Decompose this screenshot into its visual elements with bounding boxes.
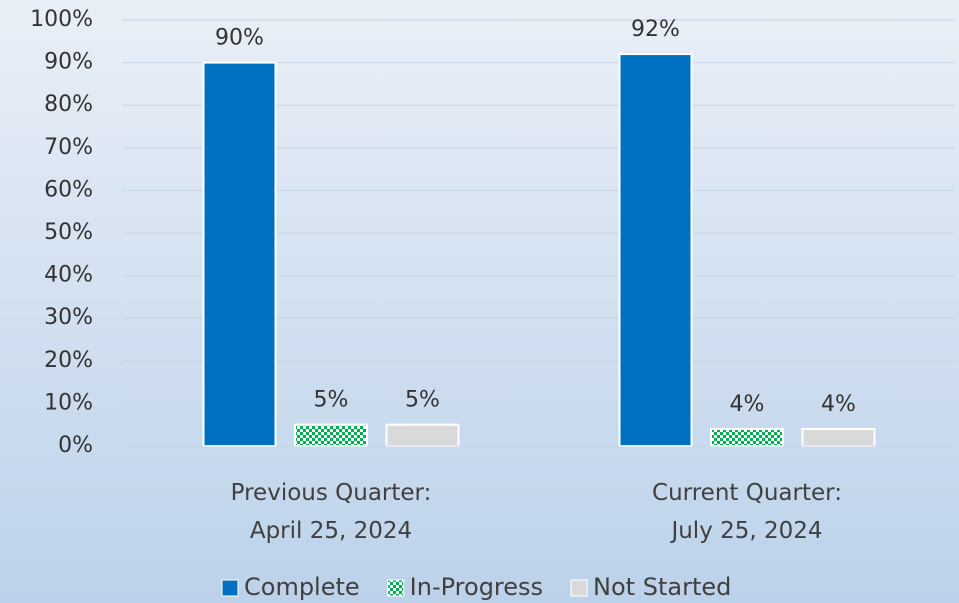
- legend-swatch: [570, 579, 588, 597]
- bar: [710, 427, 784, 447]
- y-tick-label: 0%: [58, 433, 93, 458]
- legend-label: Not Started: [593, 573, 731, 601]
- y-tick-label: 100%: [30, 7, 93, 32]
- x-tick-label: Previous Quarter: April 25, 2024: [230, 480, 432, 544]
- bar: [618, 53, 693, 448]
- y-tick-label: 20%: [44, 348, 93, 373]
- x-tick-label: Current Quarter: July 25, 2024: [652, 480, 842, 544]
- legend-label: Complete: [244, 573, 360, 601]
- y-tick-label: 90%: [44, 50, 93, 75]
- y-tick-label: 10%: [44, 390, 93, 415]
- bar: [202, 61, 277, 447]
- data-label: 5%: [314, 388, 349, 413]
- y-tick-label: 70%: [44, 135, 93, 160]
- bar: [385, 423, 460, 448]
- legend-swatch: [221, 579, 239, 597]
- data-label: 5%: [405, 388, 440, 413]
- y-tick-label: 80%: [44, 92, 93, 117]
- data-label: 4%: [821, 392, 856, 417]
- data-label: 92%: [631, 17, 680, 42]
- bar: [801, 427, 876, 447]
- bar: [294, 423, 368, 448]
- y-tick-label: 50%: [44, 220, 93, 245]
- legend-label: In-Progress: [410, 573, 543, 601]
- data-label: 4%: [730, 392, 765, 417]
- data-label: 90%: [215, 26, 264, 51]
- legend-swatch: [387, 579, 405, 597]
- y-tick-label: 30%: [44, 305, 93, 330]
- y-tick-label: 40%: [44, 263, 93, 288]
- y-tick-label: 60%: [44, 177, 93, 202]
